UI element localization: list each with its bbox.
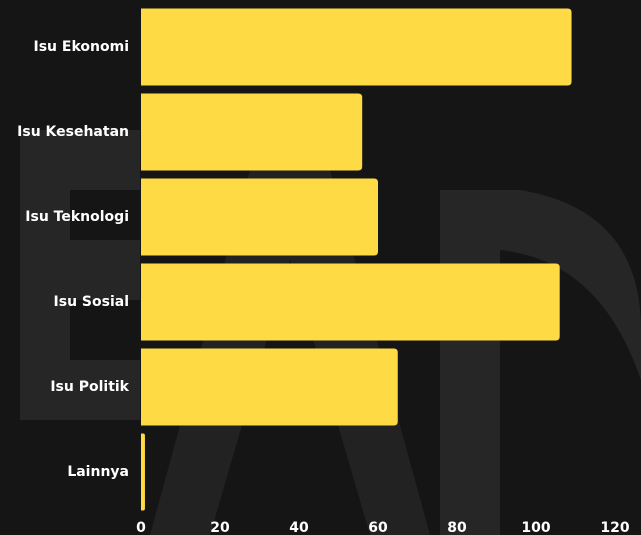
y-tick-label: Isu Ekonomi (34, 39, 129, 55)
y-tick-label: Lainnya (67, 464, 129, 480)
backdrop-letter (150, 170, 430, 535)
bar (141, 93, 363, 171)
backdrop-letter (20, 130, 140, 420)
y-tick-label: Isu Politik (50, 379, 129, 395)
x-tick-label: 20 (210, 520, 230, 535)
x-tick-label: 80 (447, 520, 467, 535)
x-tick-label: 0 (136, 520, 146, 535)
y-tick-label: Isu Kesehatan (17, 124, 129, 140)
bar (141, 178, 378, 256)
y-tick-label: Isu Sosial (54, 294, 129, 310)
bar (141, 263, 560, 341)
x-tick-label: 100 (521, 520, 550, 535)
x-tick-label: 40 (289, 520, 309, 535)
x-tick-label: 120 (600, 520, 629, 535)
x-tick-label: 60 (368, 520, 388, 535)
y-tick-label: Isu Teknologi (25, 209, 129, 225)
bar (141, 433, 145, 511)
bar (141, 348, 398, 426)
bar (141, 8, 572, 86)
